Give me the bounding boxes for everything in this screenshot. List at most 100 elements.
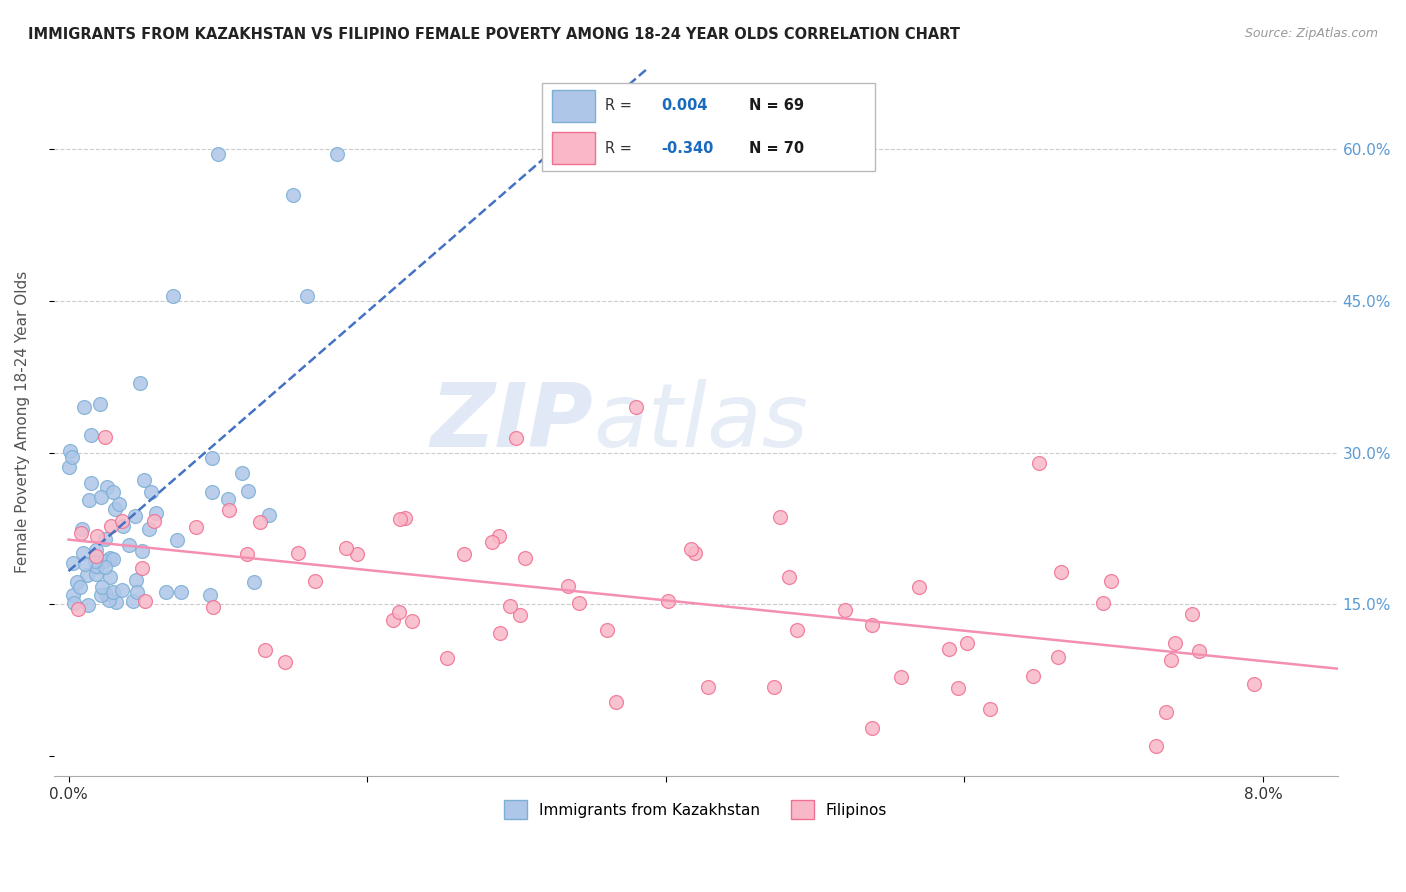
Point [86,529,108,543]
Point [131,544,153,558]
Point [98,570,121,584]
Text: ZIP: ZIP [430,379,593,466]
Point [94,532,117,546]
Point [121,594,143,608]
Point [505,430,527,444]
Point [679,542,702,557]
Point [89,397,111,411]
Point [1243,676,1265,690]
Point [436,651,458,665]
Point [489,626,512,640]
Point [73,400,96,414]
Point [1028,456,1050,470]
Point [76,568,98,582]
Point [127,585,149,599]
Point [105,595,128,609]
Point [111,514,134,528]
Point [76,598,98,612]
Point [84,543,107,558]
Point [236,483,259,498]
Point [499,599,522,613]
Point [104,502,127,516]
Point [1160,653,1182,667]
Point [98,551,121,566]
Point [217,491,239,506]
Point [657,594,679,608]
Point [938,642,960,657]
Point [1046,649,1069,664]
Point [207,147,229,161]
Point [108,497,131,511]
Point [70,522,93,536]
Point [769,510,792,524]
Point [778,569,800,583]
Point [67,602,90,616]
Point [70,526,93,541]
Point [401,614,423,628]
Point [62,588,84,602]
Point [86,566,108,581]
Point [84,558,107,573]
Point [274,655,297,669]
Point [1188,644,1211,658]
Point [1144,739,1167,753]
Point [685,546,707,560]
Point [201,450,224,465]
Point [304,574,326,588]
Point [335,541,357,555]
Point [186,520,208,534]
Point [145,506,167,520]
Point [72,546,94,560]
Point [93,554,115,568]
Point [481,535,503,549]
Point [142,514,165,528]
Y-axis label: Female Poverty Among 18-24 Year Olds: Female Poverty Among 18-24 Year Olds [15,271,30,574]
Point [162,289,184,303]
Point [387,605,409,619]
Point [79,428,101,442]
Point [346,547,368,561]
Point [97,593,120,607]
Point [249,516,271,530]
Point [488,529,510,543]
Point [201,599,224,614]
Point [80,476,103,491]
Point [515,550,537,565]
Point [696,680,718,694]
Point [281,187,304,202]
Point [155,585,177,599]
Point [96,587,118,601]
Point [134,474,156,488]
Point [94,430,117,444]
Point [257,508,280,523]
Point [762,680,785,694]
Point [890,670,912,684]
Point [66,575,89,590]
Point [170,585,193,599]
Point [860,722,883,736]
Point [1164,636,1187,650]
Point [1099,574,1122,588]
Point [231,466,253,480]
Point [243,575,266,590]
Point [388,512,411,526]
Point [84,549,107,564]
Point [141,485,163,500]
Point [1092,596,1115,610]
Point [596,623,619,637]
Text: atlas: atlas [593,379,808,466]
Point [73,557,96,571]
Point [100,519,122,533]
Point [69,580,91,594]
Point [948,681,970,695]
Point [117,538,139,552]
Point [956,636,979,650]
Point [381,613,404,627]
Point [96,479,118,493]
Point [236,547,259,561]
Point [1022,668,1045,682]
Point [101,585,124,599]
Point [83,554,105,568]
Point [77,492,100,507]
Point [834,603,856,617]
